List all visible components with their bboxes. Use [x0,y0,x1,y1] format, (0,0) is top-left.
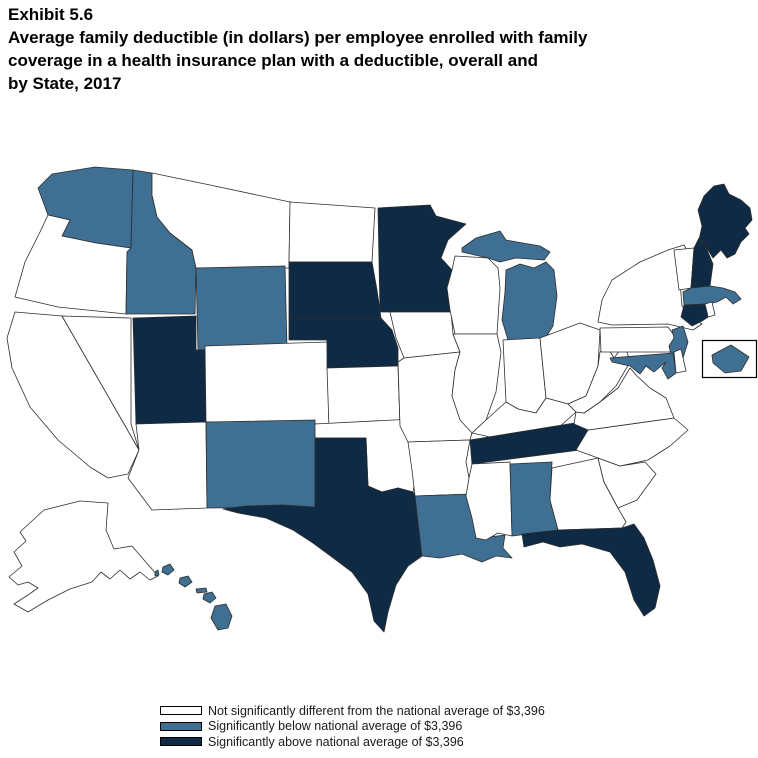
legend-swatch-above [160,737,202,747]
states-layer [6,166,753,633]
state-wisconsin [446,255,501,335]
state-district-of-columbia [711,344,750,374]
legend: Not significantly different from the nat… [160,703,545,750]
state-south-dakota [288,261,382,319]
state-montana [151,172,291,269]
legend-label-below: Significantly below national average of … [208,719,463,734]
state-maryland [609,352,677,380]
state-michigan [461,230,558,341]
state-arkansas [407,439,473,497]
state-wyoming [195,265,288,351]
state-arizona [127,421,208,511]
state-north-dakota [288,201,376,263]
state-alaska [8,500,159,613]
state-indiana [502,337,547,414]
dc-inset [701,339,758,379]
exhibit-number: Exhibit 5.6 [8,5,94,24]
state-colorado [204,341,330,425]
legend-item-below: Significantly below national average of … [160,719,545,735]
state-utah [132,315,207,425]
exhibit-title-line-3: by State, 2017 [8,74,122,93]
state-nevada [61,315,140,451]
state-pennsylvania [599,326,677,353]
legend-label-not-different: Not significantly different from the nat… [208,703,545,718]
state-florida [521,523,661,617]
legend-swatch-not-different [160,706,202,716]
legend-item-not-different: Not significantly different from the nat… [160,703,545,719]
state-maine [697,183,753,259]
state-kansas [326,365,401,429]
state-north-carolina [575,417,689,467]
title-block: Exhibit 5.6 Average family deductible (i… [8,3,708,95]
legend-item-above: Significantly above national average of … [160,734,545,750]
state-connecticut [680,303,709,327]
state-new-mexico [205,419,316,509]
state-hawaii [154,563,233,631]
legend-label-above: Significantly above national average of … [208,734,464,749]
exhibit-title-line-1: Average family deductible (in dollars) p… [8,28,588,47]
state-texas [222,437,423,633]
state-iowa [389,311,461,359]
exhibit-title-line-2: coverage in a health insurance plan with… [8,51,538,70]
legend-swatch-below [160,721,202,731]
